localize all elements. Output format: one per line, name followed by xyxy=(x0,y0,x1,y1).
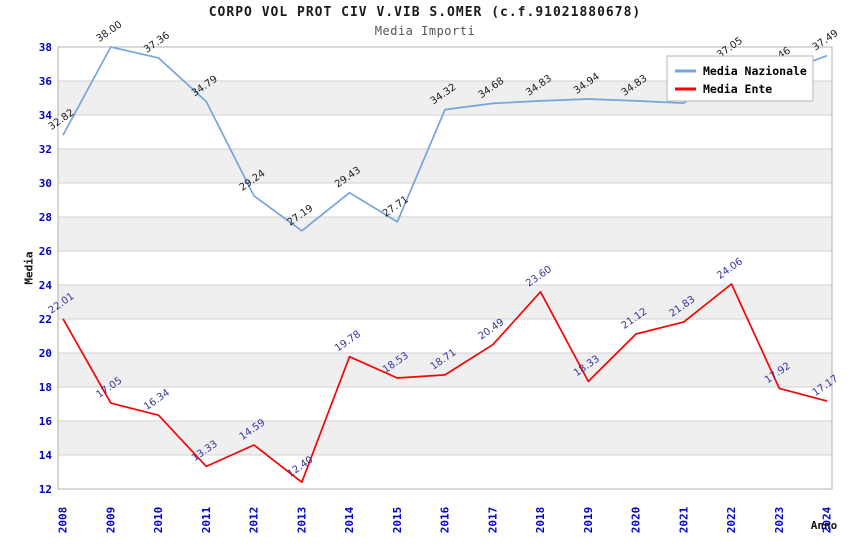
y-tick-label: 36 xyxy=(39,75,53,88)
y-tick-label: 32 xyxy=(39,143,52,156)
y-tick-label: 20 xyxy=(39,347,52,360)
y-tick-label: 16 xyxy=(39,415,53,428)
grid-band xyxy=(58,319,832,353)
grid-band xyxy=(58,251,832,285)
plot-border xyxy=(57,46,833,490)
grid-band xyxy=(58,455,832,489)
x-tick-label: 2010 xyxy=(152,507,165,534)
x-tick-label: 2017 xyxy=(486,507,499,534)
x-tick-label: 2023 xyxy=(773,507,786,534)
y-tick-label: 26 xyxy=(39,245,53,258)
legend-label-media-ente: Media Ente xyxy=(703,82,772,96)
chart-subtitle: Media Importi xyxy=(374,24,476,38)
y-tick-label: 38 xyxy=(39,41,52,54)
x-tick-label: 2014 xyxy=(343,506,356,533)
x-tick-label: 2015 xyxy=(391,507,404,534)
legend xyxy=(666,55,814,102)
x-tick-label: 2008 xyxy=(57,507,70,534)
y-tick-label: 18 xyxy=(39,381,52,394)
y-tick-label: 30 xyxy=(39,177,52,190)
x-tick-label: 2018 xyxy=(534,507,547,534)
grid-band xyxy=(58,387,832,421)
x-tick-label: 2009 xyxy=(104,507,117,534)
grid-band xyxy=(58,183,832,217)
x-axis-title: Anno xyxy=(811,519,838,532)
value-label: 38.00 xyxy=(94,19,124,44)
grid-band xyxy=(58,115,832,149)
y-tick-label: 22 xyxy=(39,313,52,326)
x-tick-label: 2021 xyxy=(677,506,690,533)
y-tick-label: 12 xyxy=(39,483,52,496)
x-tick-label: 2022 xyxy=(725,507,738,534)
x-tick-label: 2013 xyxy=(295,507,308,534)
x-tick-label: 2011 xyxy=(200,506,213,533)
x-tick-label: 2012 xyxy=(248,507,261,534)
y-tick-label: 24 xyxy=(39,279,53,292)
legend-label-media-nazionale: Media Nazionale xyxy=(703,64,807,78)
chart-title: CORPO VOL PROT CIV V.VIB S.OMER (c.f.910… xyxy=(208,5,642,20)
y-axis-title: Media xyxy=(23,251,36,284)
x-tick-label: 2019 xyxy=(582,507,595,534)
y-tick-label: 34 xyxy=(39,109,53,122)
x-tick-label: 2016 xyxy=(439,506,452,533)
grid-band xyxy=(58,421,832,455)
y-tick-label: 28 xyxy=(39,211,52,224)
x-tick-label: 2024 xyxy=(821,506,834,533)
grid-band xyxy=(58,149,832,183)
y-tick-label: 14 xyxy=(39,449,53,462)
x-tick-label: 2020 xyxy=(630,507,643,534)
grid-band xyxy=(58,217,832,251)
media-ente-line xyxy=(62,283,828,484)
grid-band xyxy=(58,353,832,387)
grid-band xyxy=(58,285,832,319)
